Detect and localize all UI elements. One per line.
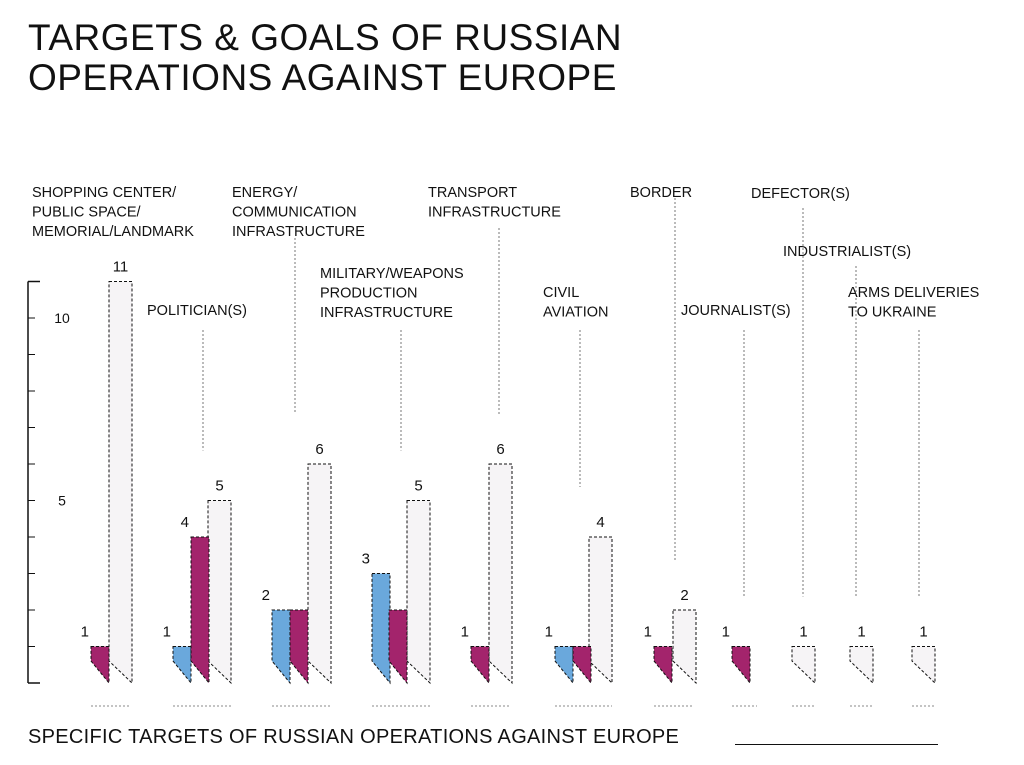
bar-total bbox=[108, 281, 133, 685]
category-label: COMMUNICATION bbox=[232, 205, 357, 221]
bar-magenta bbox=[731, 646, 751, 685]
category-label: MEMORIAL/LANDMARK bbox=[32, 224, 194, 240]
category-label: PUBLIC SPACE/ bbox=[32, 205, 141, 221]
data-label: 1 bbox=[644, 624, 652, 641]
bar-magenta bbox=[90, 646, 110, 685]
category-label: TRANSPORT bbox=[428, 185, 517, 201]
category-label: INFRASTRUCTURE bbox=[428, 205, 561, 221]
category-label: INFRASTRUCTURE bbox=[320, 305, 453, 321]
data-label: 5 bbox=[215, 478, 223, 495]
bar-magenta bbox=[388, 609, 408, 685]
bar-total bbox=[406, 500, 431, 685]
data-label: 1 bbox=[722, 624, 730, 641]
category-label: TO UKRAINE bbox=[848, 305, 937, 321]
data-label: 1 bbox=[81, 624, 89, 641]
x-axis-label-rule bbox=[735, 744, 938, 745]
category-label: ARMS DELIVERIES bbox=[848, 285, 979, 301]
chart-title-line-2: OPERATIONS AGAINST EUROPE bbox=[28, 57, 617, 98]
data-label: 5 bbox=[414, 478, 422, 495]
bar-total bbox=[672, 609, 697, 685]
category-label: DEFECTOR(S) bbox=[751, 186, 850, 202]
y-tick-label: 10 bbox=[54, 310, 70, 326]
data-label: 3 bbox=[362, 551, 370, 568]
y-tick-label: 5 bbox=[58, 493, 66, 509]
bar-blue bbox=[172, 646, 192, 685]
bar-total bbox=[791, 646, 816, 685]
data-label: 2 bbox=[262, 587, 270, 604]
bar-total bbox=[849, 646, 874, 685]
bar-total bbox=[207, 500, 232, 685]
bar-blue bbox=[371, 573, 391, 685]
bar-magenta bbox=[653, 646, 673, 685]
category-label: SHOPPING CENTER/ bbox=[32, 185, 177, 201]
bar-blue bbox=[554, 646, 574, 685]
data-label: 1 bbox=[163, 624, 171, 641]
bar-total bbox=[307, 463, 332, 685]
x-axis-label: SPECIFIC TARGETS OF RUSSIAN OPERATIONS A… bbox=[28, 726, 680, 748]
category-label: PRODUCTION bbox=[320, 286, 417, 302]
chart-title: TARGETS & GOALS OF RUSSIAN OPERATIONS AG… bbox=[28, 18, 622, 98]
bar-total bbox=[588, 536, 613, 685]
bar-blue bbox=[271, 609, 291, 685]
category-label: AVIATION bbox=[543, 305, 609, 321]
bar-magenta bbox=[289, 609, 309, 685]
category-label: INDUSTRIALIST(S) bbox=[783, 244, 911, 260]
data-label: 1 bbox=[545, 624, 553, 641]
data-label: 1 bbox=[919, 624, 927, 641]
category-label: BORDER bbox=[630, 185, 692, 201]
data-label: 4 bbox=[181, 514, 189, 531]
data-label: 1 bbox=[461, 624, 469, 641]
data-label: 11 bbox=[113, 259, 129, 276]
data-label: 4 bbox=[596, 514, 604, 531]
data-label: 6 bbox=[315, 441, 323, 458]
category-label: ENERGY/ bbox=[232, 185, 298, 201]
category-label: CIVIL bbox=[543, 285, 579, 301]
data-label: 6 bbox=[496, 441, 504, 458]
category-label: JOURNALIST(S) bbox=[681, 303, 791, 319]
chart-title-line-1: TARGETS & GOALS OF RUSSIAN bbox=[28, 17, 623, 58]
bar-total bbox=[488, 463, 513, 685]
category-label: POLITICIAN(S) bbox=[147, 303, 247, 319]
data-label: 2 bbox=[680, 587, 688, 604]
bar-magenta bbox=[190, 536, 210, 685]
data-label: 1 bbox=[857, 624, 865, 641]
bar-magenta bbox=[572, 646, 592, 685]
data-label: 1 bbox=[799, 624, 807, 641]
category-label: INFRASTRUCTURE bbox=[232, 224, 365, 240]
bar-magenta bbox=[470, 646, 490, 685]
bar-total bbox=[911, 646, 936, 685]
category-label: MILITARY/WEAPONS bbox=[320, 266, 464, 282]
